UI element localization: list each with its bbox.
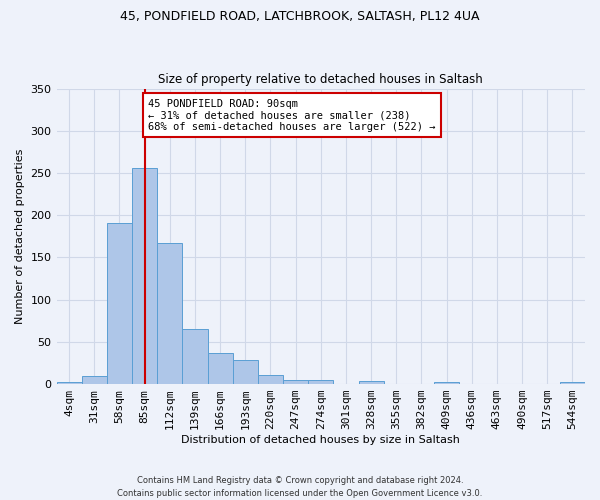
Title: Size of property relative to detached houses in Saltash: Size of property relative to detached ho… <box>158 73 483 86</box>
Bar <box>107 223 132 384</box>
Bar <box>308 380 334 384</box>
Bar <box>233 360 258 384</box>
Y-axis label: Number of detached properties: Number of detached properties <box>15 148 25 324</box>
Bar <box>208 353 233 384</box>
Bar <box>283 380 308 384</box>
Text: 45, PONDFIELD ROAD, LATCHBROOK, SALTASH, PL12 4UA: 45, PONDFIELD ROAD, LATCHBROOK, SALTASH,… <box>120 10 480 23</box>
Bar <box>82 376 107 384</box>
Bar <box>132 168 157 384</box>
Bar <box>434 382 459 384</box>
Text: 45 PONDFIELD ROAD: 90sqm
← 31% of detached houses are smaller (238)
68% of semi-: 45 PONDFIELD ROAD: 90sqm ← 31% of detach… <box>148 98 436 132</box>
Bar <box>157 243 182 384</box>
X-axis label: Distribution of detached houses by size in Saltash: Distribution of detached houses by size … <box>181 435 460 445</box>
Bar <box>560 382 585 384</box>
Bar <box>182 329 208 384</box>
Bar <box>258 375 283 384</box>
Text: Contains HM Land Registry data © Crown copyright and database right 2024.
Contai: Contains HM Land Registry data © Crown c… <box>118 476 482 498</box>
Bar <box>359 380 383 384</box>
Bar <box>56 382 82 384</box>
